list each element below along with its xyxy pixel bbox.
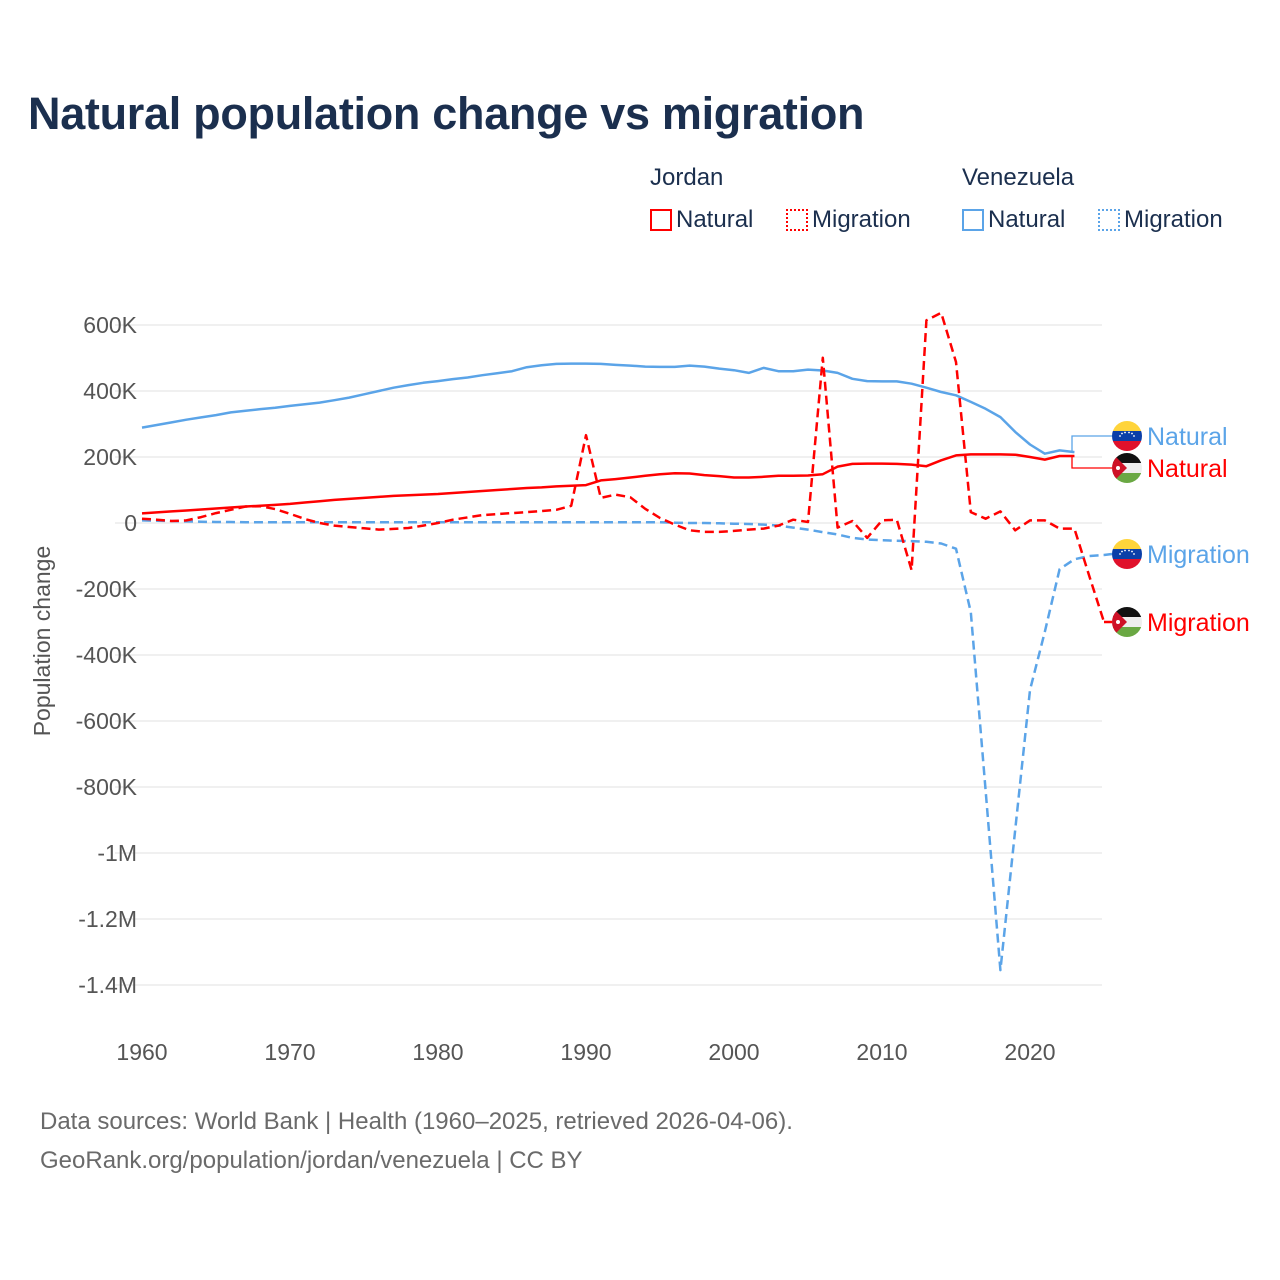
- legend-venezuela-migration[interactable]: Migration: [1098, 206, 1223, 234]
- legend-jordan-natural[interactable]: Natural: [650, 206, 753, 234]
- x-tick-label: 2020: [1004, 1039, 1055, 1065]
- y-tick-label: -400K: [76, 642, 138, 668]
- jordan-flag-icon: [1112, 607, 1142, 637]
- end-label-venezuela-migration: Migration: [1147, 541, 1250, 569]
- x-tick-label: 2000: [708, 1039, 759, 1065]
- chart-title: Natural population change vs migration: [28, 88, 865, 139]
- x-tick-label: 1980: [412, 1039, 463, 1065]
- end-label-venezuela-natural: Natural: [1147, 423, 1228, 451]
- y-tick-label: -800K: [76, 774, 138, 800]
- x-tick-label: 1960: [116, 1039, 167, 1065]
- y-tick-label: 600K: [83, 312, 137, 338]
- legend-label: Migration: [812, 206, 911, 233]
- solid-swatch-icon: [962, 209, 984, 231]
- end-label-jordan-natural: Natural: [1147, 455, 1228, 483]
- y-tick-label: -1.2M: [78, 906, 137, 932]
- legend-label: Migration: [1124, 206, 1223, 233]
- y-tick-label: 0: [124, 510, 137, 536]
- series-line-venezuela-natural: [141, 362, 1075, 455]
- end-label-connector: [1071, 435, 1112, 453]
- end-label-connector: [1103, 552, 1113, 557]
- jordan-flag-icon: [1112, 453, 1142, 483]
- y-tick-label: -200K: [76, 576, 138, 602]
- end-label-connector: [1071, 455, 1112, 469]
- series-line-venezuela-migration: [141, 519, 1105, 972]
- series-line-jordan-migration: [141, 311, 1106, 623]
- legend-group-venezuela: Venezuela: [962, 164, 1075, 191]
- dotted-swatch-icon: [786, 209, 808, 231]
- footer-link[interactable]: GeoRank.org/population/jordan/venezuela …: [40, 1147, 583, 1174]
- dotted-swatch-icon: [1098, 209, 1120, 231]
- y-tick-label: -600K: [76, 708, 138, 734]
- y-axis-label: Population change: [29, 546, 55, 737]
- legend-jordan-migration[interactable]: Migration: [786, 206, 911, 234]
- venezuela-flag-icon: [1112, 539, 1142, 569]
- series-line-jordan-natural: [141, 453, 1075, 515]
- legend-label: Natural: [988, 206, 1066, 233]
- x-tick-label: 2010: [856, 1039, 907, 1065]
- legend-venezuela-natural[interactable]: Natural: [962, 206, 1065, 234]
- footer-sources: Data sources: World Bank | Health (1960–…: [40, 1108, 793, 1135]
- y-tick-label: 400K: [83, 378, 137, 404]
- venezuela-flag-icon: [1112, 421, 1142, 451]
- x-tick-label: 1970: [264, 1039, 315, 1065]
- legend-label: Natural: [676, 206, 754, 233]
- y-tick-label: 200K: [83, 444, 137, 470]
- solid-swatch-icon: [650, 209, 672, 231]
- y-tick-label: -1.4M: [78, 972, 137, 998]
- x-tick-label: 1990: [560, 1039, 611, 1065]
- legend-group-jordan: Jordan: [650, 164, 724, 191]
- end-label-jordan-migration: Migration: [1147, 609, 1250, 637]
- y-tick-label: -1M: [97, 840, 137, 866]
